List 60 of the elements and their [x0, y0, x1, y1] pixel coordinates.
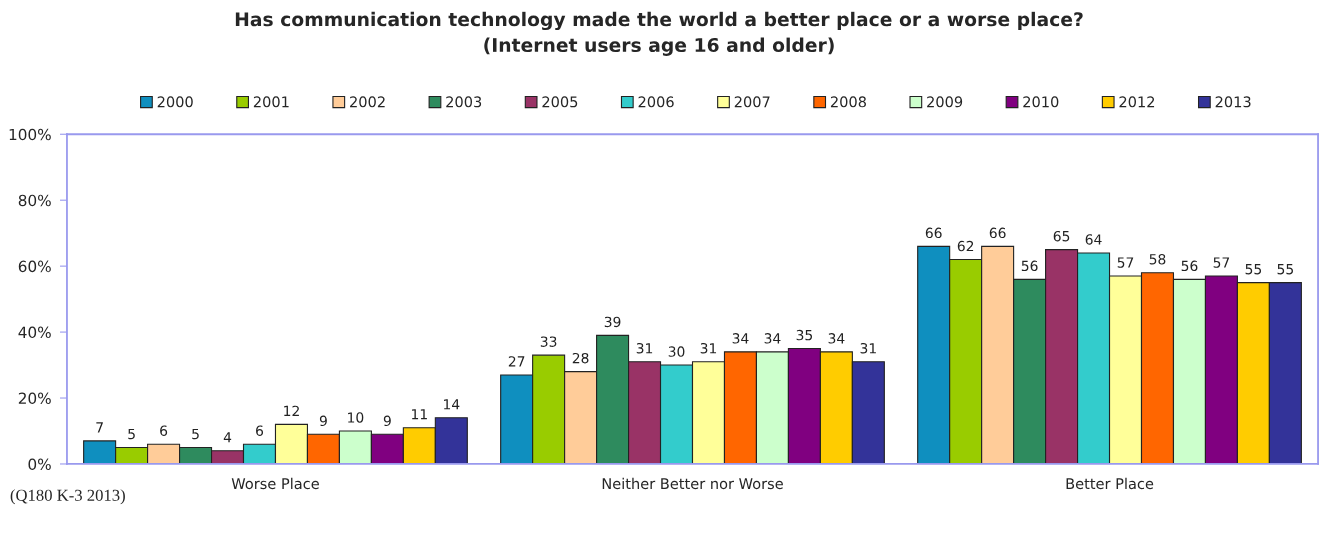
data-label: 56 — [1181, 260, 1198, 272]
x-tick-label: Better Place — [1066, 477, 1154, 490]
legend-label: 2000 — [157, 96, 193, 108]
y-tick-label: 60% — [18, 260, 51, 273]
legend-label: 2009 — [927, 96, 963, 108]
data-label: 6 — [160, 425, 168, 436]
data-label: 58 — [1149, 253, 1166, 265]
data-label: 64 — [1085, 234, 1102, 245]
data-label: 62 — [957, 240, 974, 252]
data-label: 5 — [128, 428, 135, 440]
data-label: 14 — [444, 399, 460, 410]
data-label: 65 — [1053, 230, 1070, 242]
data-label: 28 — [572, 352, 589, 364]
data-label: 30 — [668, 346, 685, 357]
data-label: 27 — [508, 356, 525, 367]
data-label: 66 — [989, 227, 1006, 239]
data-label: 7 — [96, 422, 103, 433]
data-label: 57 — [1117, 257, 1134, 268]
legend-label: 2008 — [830, 96, 866, 108]
data-label: 34 — [732, 333, 749, 344]
data-label: 55 — [1277, 264, 1293, 275]
data-label: 35 — [796, 329, 813, 341]
chart-title: Has communication technology made the world a better place or a worse place? — [235, 11, 1083, 31]
legend-label: 2013 — [1215, 96, 1251, 108]
legend-label: 2001 — [253, 96, 289, 108]
y-tick-label: 80% — [18, 194, 51, 207]
chart-subtitle: (Internet users age 16 and older) — [484, 37, 834, 56]
data-label: 31 — [860, 343, 876, 354]
legend-label: 2002 — [350, 96, 385, 108]
y-tick-label: 20% — [18, 392, 51, 405]
data-label: 4 — [223, 432, 232, 443]
data-label: 33 — [540, 336, 557, 347]
data-label: 9 — [319, 415, 327, 427]
text: (Q180 K-3 2013) — [10, 489, 125, 505]
data-label: 34 — [764, 333, 781, 344]
legend-label: 2005 — [542, 96, 578, 108]
legend-label: 2012 — [1119, 96, 1155, 108]
data-label: 56 — [1021, 260, 1038, 272]
data-label: 55 — [1245, 264, 1262, 275]
y-tick-label: 100% — [9, 128, 51, 141]
data-label: 12 — [284, 405, 299, 416]
data-label: 39 — [604, 316, 621, 328]
legend-label: 2006 — [638, 96, 674, 108]
legend-label: 2010 — [1023, 96, 1059, 108]
data-label: 5 — [192, 428, 199, 440]
x-tick-label: Neither Better nor Worse — [602, 477, 783, 490]
legend-label: 2003 — [446, 96, 482, 108]
y-tick-label: 40% — [18, 326, 51, 339]
y-tick-label: 0% — [28, 458, 51, 470]
legend-label: 2007 — [734, 96, 770, 108]
data-label: 66 — [925, 227, 942, 239]
data-label: 10 — [348, 412, 364, 423]
data-label: 34 — [828, 333, 845, 344]
data-label: 57 — [1213, 257, 1230, 268]
data-label: 31 — [636, 343, 653, 354]
x-tick-label: Worse Place — [231, 477, 319, 490]
data-label: 11 — [412, 409, 427, 420]
data-label: 6 — [256, 425, 264, 436]
data-label: 31 — [700, 343, 717, 354]
data-label: 9 — [383, 415, 391, 427]
